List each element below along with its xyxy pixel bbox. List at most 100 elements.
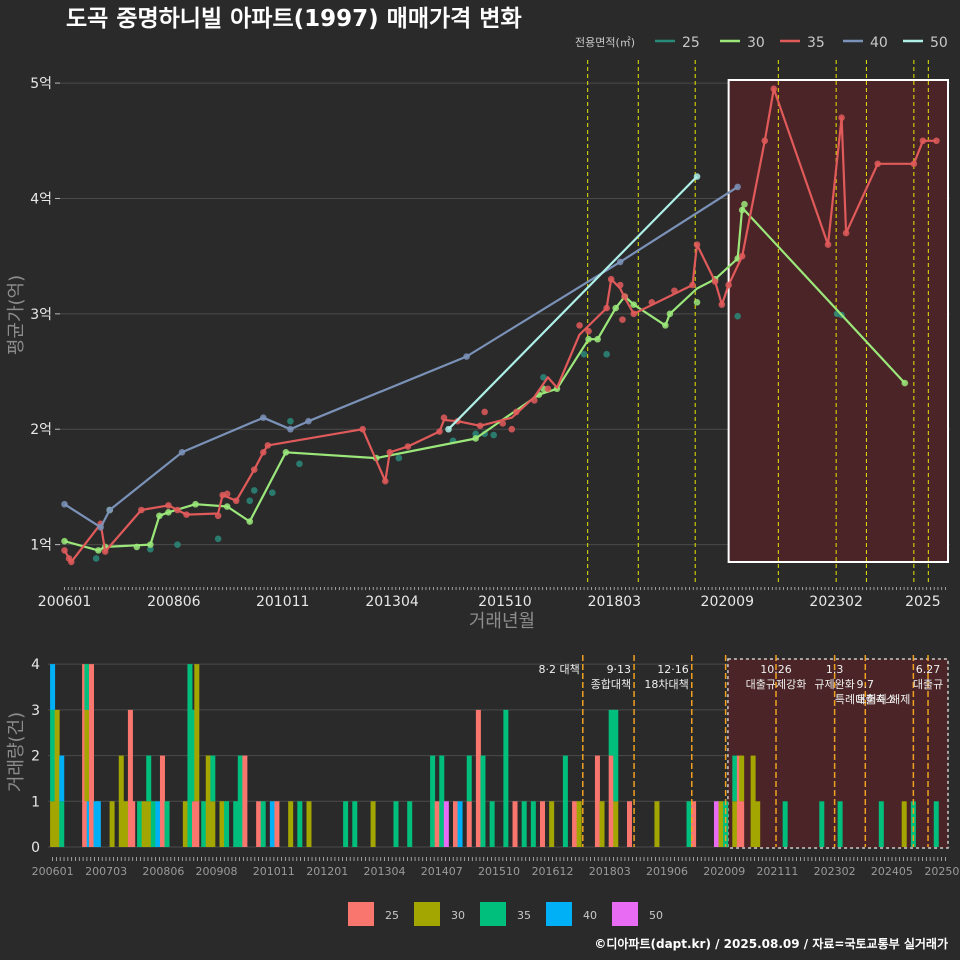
series-point-35 [630, 310, 638, 318]
bottom-x-tick-label: 201906 [646, 865, 688, 878]
bar-segment-25 [127, 709, 133, 847]
bottom-y-tick-label: 3 [31, 703, 40, 719]
top-legend-label: 25 [682, 35, 700, 51]
top-legend-title: 전용면적(㎡) [575, 36, 635, 49]
bar-segment-40 [457, 801, 463, 847]
bottom-x-tick-label: 201011 [253, 865, 295, 878]
bar-segment-40 [269, 801, 275, 847]
series-point-40 [734, 183, 741, 191]
series-point-25 [603, 350, 610, 358]
bar-segment-25 [159, 755, 165, 847]
bar-segment-35 [782, 801, 788, 847]
bar-segment-25 [608, 755, 614, 847]
bar-segment-30 [370, 801, 376, 847]
bar-segment-35 [137, 801, 143, 847]
bottom-legend-label: 50 [649, 909, 663, 922]
bottom-x-tick-label: 201304 [364, 865, 406, 878]
series-point-40 [616, 258, 624, 266]
series-point-35 [603, 304, 610, 312]
series-point-35 [718, 301, 726, 308]
bottom-legend-label: 40 [583, 909, 597, 922]
bar-segment-25 [274, 801, 280, 847]
top-x-tick-label: 201803 [588, 594, 641, 610]
series-point-35 [381, 477, 389, 485]
bar-segment-25 [466, 801, 472, 847]
bar-segment-30 [50, 801, 56, 847]
series-point-40 [97, 524, 104, 531]
series-point-35 [67, 558, 75, 566]
top-y-tick-label: 4억 [30, 191, 52, 207]
series-point-30 [741, 200, 748, 208]
series-point-35 [508, 425, 516, 433]
bottom-legend-label: 30 [451, 909, 465, 922]
bar-segment-35 [297, 801, 303, 847]
bottom-bars [50, 664, 939, 847]
bar-segment-35 [489, 801, 495, 847]
bottom-axes: 0 1 2 3 4 200601 200703 200806 200908 201011 20120… [31, 657, 960, 878]
series-point-25 [287, 417, 294, 425]
policy-annotation: 9·13 [607, 663, 632, 676]
bar-segment-30 [549, 801, 555, 847]
policy-annotation: 10.26 [760, 663, 792, 676]
policy-annotation: 토허제 해제 [856, 692, 910, 706]
bar-segment-25 [130, 801, 136, 847]
bar-segment-30 [654, 801, 660, 847]
bottom-x-tick-label: 201407 [421, 865, 463, 878]
series-point-35 [874, 160, 882, 168]
top-policy-lines [587, 60, 929, 585]
bar-segment-35 [608, 709, 614, 756]
series-point-50 [693, 173, 701, 180]
series-point-35 [933, 137, 940, 145]
bar-segment-30 [54, 709, 60, 847]
bar-segment-35 [562, 755, 568, 847]
chart-title: 도곡 중명하니빌 아파트(1997) 매매가격 변화 [66, 6, 522, 32]
top-y-tick-label: 3억 [30, 307, 52, 323]
bar-segment-35 [50, 709, 56, 802]
series-point-25 [246, 497, 254, 505]
credit-text: ©디아파트(dapt.kr) / 2025.08.09 / 자료=국토교통부 실… [594, 936, 948, 951]
bar-segment-30 [901, 801, 907, 847]
top-x-tick-label: 201304 [365, 594, 419, 610]
bottom-x-tick-label: 202405 [871, 865, 913, 878]
series-point-50 [445, 425, 452, 433]
bar-segment-30 [750, 755, 756, 847]
bar-segment-25 [691, 801, 697, 847]
series-point-25 [174, 541, 181, 548]
bar-segment-40 [50, 664, 56, 710]
series-point-35 [481, 408, 488, 416]
top-axes: 1억 2억 3억 4억 5억 200601 200806 201011 201304 201510… [30, 76, 946, 610]
bottom-legend: 25 30 35 40 50 [348, 902, 663, 926]
series-point-35 [264, 442, 272, 449]
series-point-35 [174, 506, 181, 514]
bar-segment-35 [686, 801, 692, 847]
bottom-y-tick-label: 1 [31, 794, 40, 810]
series-point-35 [824, 241, 832, 248]
series-point-35 [616, 281, 624, 289]
series-point-40 [61, 500, 68, 508]
top-y-tick-label: 5억 [30, 76, 52, 92]
policy-annotation: 대출규제강화 [746, 678, 807, 691]
bottom-x-tick-label: 200908 [195, 865, 237, 878]
bar-segment-35 [723, 801, 729, 847]
series-point-30 [630, 301, 638, 308]
series-point-35 [919, 137, 927, 145]
series-point-35 [359, 425, 366, 433]
series-point-25 [580, 350, 588, 358]
bar-segment-30 [205, 755, 211, 847]
bar-segment-35 [393, 801, 399, 847]
top-legend-label: 40 [870, 35, 888, 51]
bar-segment-25 [242, 755, 248, 847]
series-point-30 [282, 449, 290, 456]
bar-segment-35 [224, 801, 230, 847]
series-point-35 [404, 443, 412, 450]
series-point-35 [165, 502, 172, 509]
series-point-35 [619, 316, 626, 323]
top-x-tick-label: 202302 [809, 594, 862, 610]
bar-segment-35 [503, 709, 509, 847]
bar-segment-50 [443, 801, 449, 847]
bottom-annotations: 8·2 대책 9·13 종합대책 12·16 18차대책 10.26 대출규제강화 1.3 규제… [539, 663, 944, 706]
series-point-40 [178, 449, 186, 456]
series-point-35 [689, 281, 696, 289]
